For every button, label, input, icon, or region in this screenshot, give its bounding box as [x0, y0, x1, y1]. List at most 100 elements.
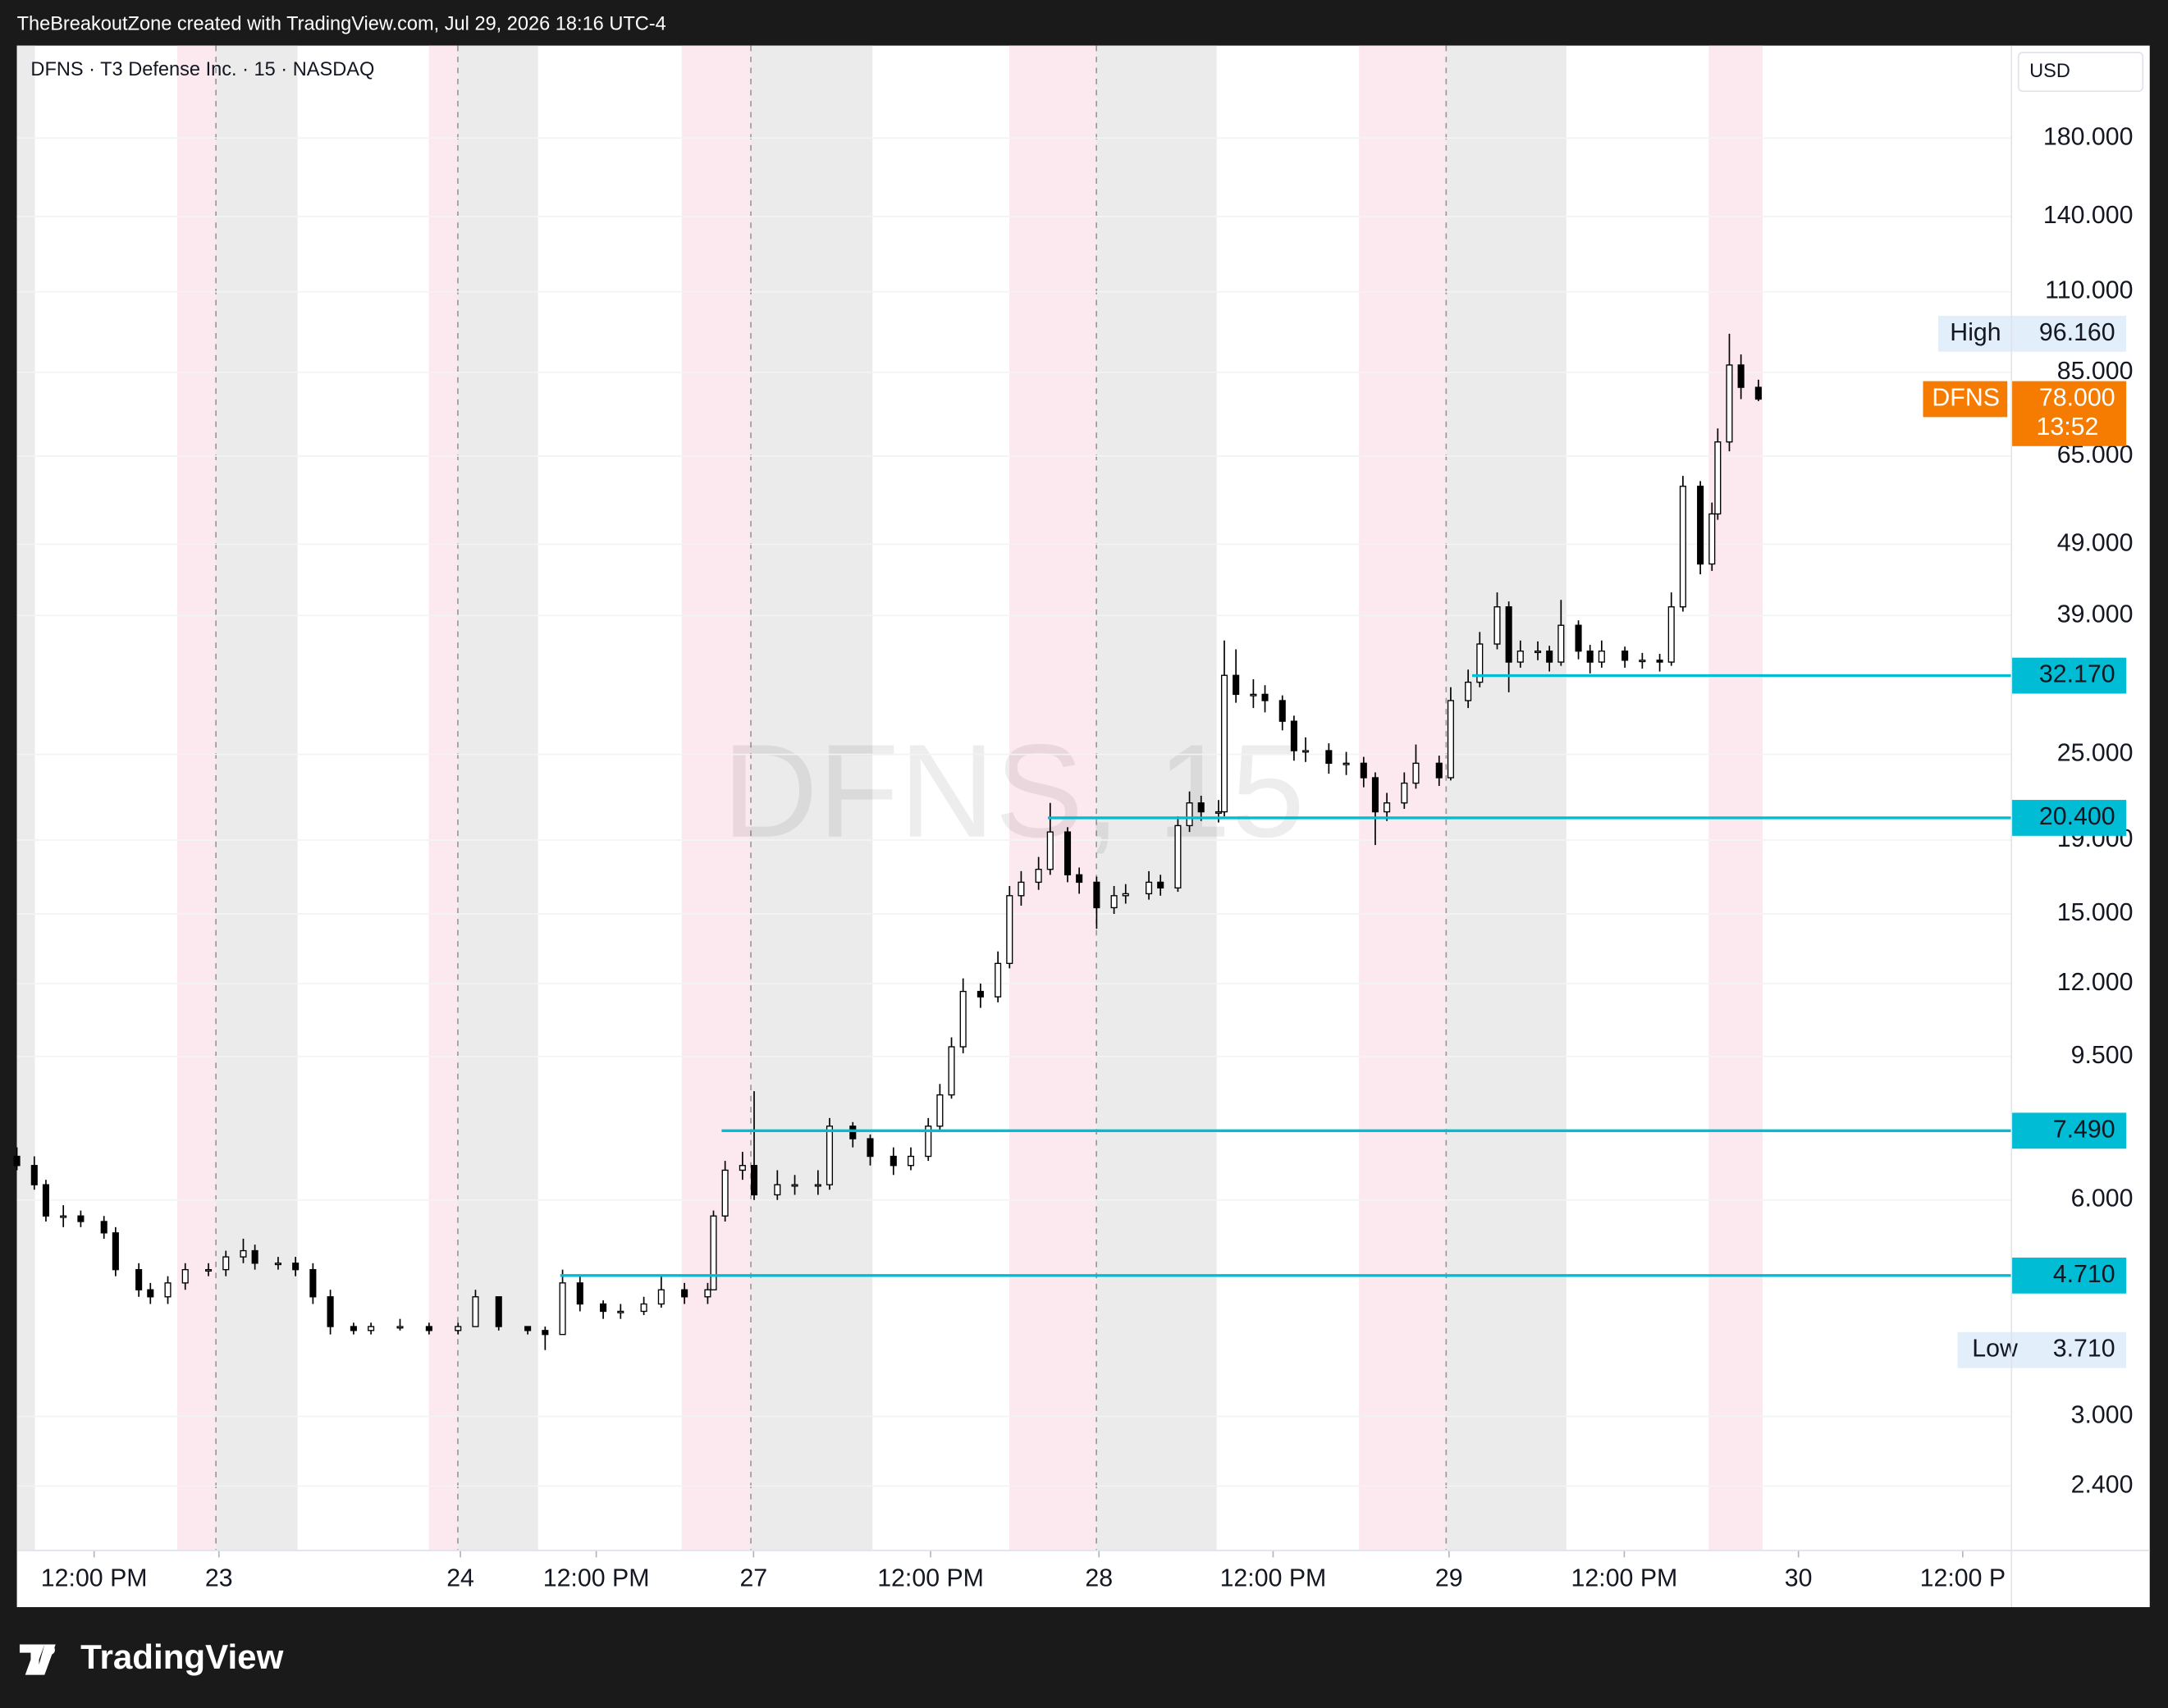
closed-session-band — [1446, 45, 1567, 1550]
x-tick-label: 12:00 PM — [1220, 1564, 1327, 1592]
level-label-box — [2011, 1112, 2127, 1149]
y-tick-label: 110.000 — [2045, 277, 2133, 304]
candle-body — [1465, 681, 1472, 701]
candle-body — [147, 1289, 154, 1298]
candle-body — [791, 1184, 798, 1187]
candle-body — [1621, 651, 1629, 661]
y-tick-label: 180.000 — [2043, 123, 2134, 150]
candle-body — [455, 1326, 462, 1331]
closed-session-band — [16, 45, 35, 1550]
candle-body — [1447, 700, 1454, 779]
candle-body — [30, 1165, 38, 1185]
candle-body — [135, 1268, 143, 1290]
candle-body — [1157, 881, 1164, 889]
candle-body — [1476, 643, 1484, 683]
candle-body — [948, 1046, 955, 1096]
candle-body — [1186, 802, 1193, 827]
last-price: 78.000 — [2039, 385, 2115, 412]
candle-body — [164, 1282, 172, 1298]
high-label-box — [1938, 315, 2127, 352]
last-price-box — [2011, 381, 2127, 446]
candle-body — [524, 1326, 532, 1331]
candle-body — [1302, 750, 1310, 753]
x-tick-label: 12:00 PM — [41, 1564, 148, 1592]
y-tick-label: 49.000 — [2057, 529, 2134, 556]
currency-box[interactable] — [2017, 52, 2144, 93]
candle-body — [1667, 606, 1675, 663]
candle-body — [1233, 674, 1240, 696]
closed-session-band — [751, 45, 873, 1550]
low-text: Low — [1972, 1336, 2018, 1363]
candle-body — [710, 1215, 717, 1290]
y-tick-label: 39.000 — [2057, 601, 2134, 628]
candle-body — [959, 990, 967, 1048]
candle-body — [1546, 651, 1553, 663]
closed-session-band — [216, 45, 298, 1550]
x-tick-label: 30 — [1785, 1564, 1813, 1592]
candle-body — [1093, 881, 1100, 909]
level-label-box — [2011, 1257, 2127, 1294]
extended-session-band — [681, 45, 752, 1550]
candle-body — [1278, 700, 1286, 722]
symbol-line: DFNS · T3 Defense Inc. · 15 · NASDAQ — [30, 58, 374, 80]
candle-body — [849, 1126, 857, 1139]
candle-body — [1714, 441, 1722, 515]
x-tick-label: 24 — [446, 1564, 474, 1592]
y-tick-label: 25.000 — [2057, 740, 2134, 767]
candle-body — [495, 1296, 502, 1327]
candle-body — [750, 1165, 758, 1196]
extended-session-band — [176, 45, 217, 1550]
candle-body — [1656, 660, 1663, 663]
candle-body — [181, 1268, 189, 1284]
x-tick-label: 12:00 PM — [543, 1564, 650, 1592]
candle-body — [1505, 606, 1512, 663]
candle-body — [704, 1289, 711, 1298]
candle-body — [327, 1296, 334, 1327]
candle-body — [309, 1268, 317, 1298]
candle-body — [617, 1310, 624, 1313]
x-tick-label: 29 — [1435, 1564, 1463, 1592]
y-tick-label: 12.000 — [2057, 969, 2134, 996]
candle-body — [1557, 624, 1565, 663]
candle-body — [1360, 762, 1367, 779]
attribution: TheBreakoutZone created with TradingView… — [17, 13, 666, 34]
high-text: High — [1950, 319, 2001, 346]
level-label-box — [2011, 657, 2127, 694]
level-label: 7.490 — [2053, 1116, 2115, 1143]
plot-layer: DFNS, 15180.000140.000110.00085.00065.00… — [13, 123, 2134, 1592]
candle-body — [77, 1215, 85, 1222]
candle-body — [576, 1282, 583, 1305]
candle-body — [100, 1221, 107, 1234]
level-label: 32.170 — [2039, 661, 2115, 688]
brand-dot — [45, 1645, 55, 1655]
candle-body — [368, 1326, 375, 1331]
candle-body — [222, 1256, 230, 1271]
low-label-box — [1957, 1331, 2127, 1368]
candle-body — [1737, 364, 1745, 388]
brand: TradingView — [80, 1637, 284, 1676]
candle-body — [1110, 895, 1118, 909]
candle-body — [1046, 831, 1054, 870]
candle-body — [739, 1165, 746, 1171]
last-countdown: 13:52 — [2037, 413, 2099, 441]
candle-body — [977, 990, 984, 998]
x-tick-label: 28 — [1085, 1564, 1113, 1592]
candle-body — [204, 1268, 213, 1272]
candle-body — [1063, 831, 1072, 876]
candle-body — [640, 1303, 647, 1313]
candle-body — [890, 1155, 897, 1167]
candle-body — [826, 1126, 834, 1185]
x-tick-label: 12:00 P — [1920, 1564, 2006, 1592]
candle-body — [350, 1326, 357, 1331]
candle-body — [1146, 881, 1153, 895]
candle-body — [1708, 513, 1716, 565]
currency[interactable]: USD — [2029, 60, 2070, 81]
candle-body — [542, 1330, 549, 1336]
candle-body — [867, 1138, 874, 1158]
y-tick-label: 2.400 — [2071, 1471, 2134, 1498]
candle-body — [1384, 802, 1391, 813]
brand-logo: TradingView — [19, 1637, 284, 1676]
candle-body — [1697, 486, 1704, 565]
candle-body — [1250, 693, 1257, 696]
